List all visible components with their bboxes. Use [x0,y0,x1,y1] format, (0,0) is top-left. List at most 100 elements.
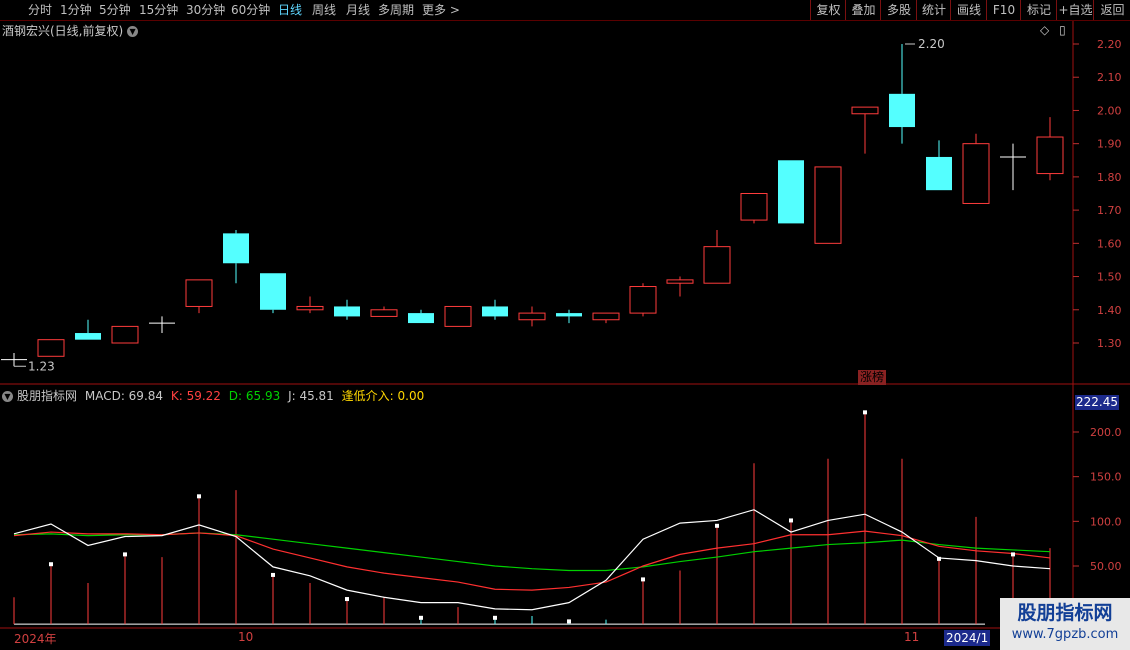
indicator-tick-label: 100.0 [1090,515,1122,528]
high-price-label: 2.20 [918,37,945,51]
watermark-title: 股朋指标网 [1017,602,1113,624]
price-tick-label: 2.00 [1097,104,1122,117]
panel-toggle-icon[interactable]: ▯ [1059,23,1066,37]
price-extreme-labels: 2.20 1.23 [14,37,945,373]
indicator-dot [937,556,941,561]
rank-badge: 涨榜 [858,370,887,385]
indicator-current-value: 222.45 [1075,395,1119,410]
price-tick-label: 1.70 [1097,204,1122,217]
period-tab-8[interactable]: 月线 [346,3,371,17]
date-label-nov: 11 [904,630,920,644]
period-tab-3[interactable]: 15分钟 [139,3,179,17]
price-tick-label: 1.80 [1097,171,1122,184]
toolbar-action-3[interactable]: 统计 [916,0,951,20]
indicator-dot [49,562,53,567]
toolbar-action-8[interactable]: 返回 [1093,0,1130,20]
period-tab-6[interactable]: 日线 [278,3,303,17]
candle-body [223,233,249,264]
indicator-dot [419,615,423,620]
candle-body [370,309,398,317]
indicator-dot [197,494,201,499]
watermark: 股朋指标网 www.7gpzb.com [1000,598,1130,650]
candle-body [444,305,472,327]
candle-body [703,246,731,284]
period-toolbar: 分时 1分钟 5分钟 15分钟 30分钟 60分钟 日线 周线 月线 多周期 更多 > 复权 叠加 多股统… [0,0,1130,21]
d-value: D: 65.93 [228,389,281,403]
toolbar-action-0[interactable]: 复权 [810,0,846,20]
indicator-dot [789,518,793,523]
candle-body [814,166,842,244]
period-tab-2[interactable]: 5分钟 [99,3,131,17]
indicator-dot [715,523,719,528]
period-tab-9[interactable]: 多周期 [378,3,415,17]
candle-body [1036,136,1064,175]
indicator-tick-label: 150.0 [1090,471,1122,484]
date-label-current: 2024/1 [944,630,991,646]
watermark-url: www.7gpzb.com [1011,627,1119,642]
candle-body [185,279,213,307]
candle-body [408,313,434,324]
toolbar-action-2[interactable]: 多股 [880,0,917,20]
candle-body [629,286,657,314]
candle-body [37,339,65,357]
candle-body [778,160,804,224]
indicator-stems [13,412,1051,625]
candle-body [889,93,915,128]
price-tick-label: 1.40 [1097,304,1122,317]
diamond-icon[interactable]: ◇ [1040,23,1050,37]
indicator-dot [123,552,127,557]
low-price-label: 1.23 [28,359,55,373]
indicator-dot [345,597,349,602]
candle-body [518,312,546,321]
candlestick-series [1,44,1064,367]
period-tab-10[interactable]: 更多 > [422,3,460,17]
indicator-dot [567,619,571,624]
candle-body [740,193,768,221]
indicator-dot [493,615,497,620]
chevron-down-icon[interactable]: ▼ [2,391,13,402]
signal-value: 逢低介入: 0.00 [341,389,425,403]
period-tab-5[interactable]: 60分钟 [231,3,271,17]
j-line [13,532,1051,572]
price-tick-label: 2.10 [1097,71,1122,84]
chevron-down-icon[interactable]: ▼ [127,26,139,37]
indicator-dots [49,410,1015,624]
price-tick-label: 1.50 [1097,271,1122,284]
candle-body [482,306,508,317]
indicator-header: ▼ 股朋指标网 MACD: 69.84 K: 59.22 D: 65.93 J: … [2,387,428,404]
period-tab-1[interactable]: 1分钟 [60,3,92,17]
indicator-dot [641,577,645,582]
candle-body [75,333,101,340]
candle-body [962,143,990,204]
toolbar-action-7[interactable]: +自选 [1056,0,1094,20]
k-value: K: 59.22 [170,389,221,403]
date-label-start: 2024年 [14,632,57,646]
toolbar-action-6[interactable]: 标记 [1020,0,1057,20]
toolbar-action-5[interactable]: F10 [986,0,1021,20]
stock-title: 酒钢宏兴(日线,前复权) [2,24,124,38]
price-tick-label: 1.30 [1097,337,1122,350]
price-tick-label: 2.20 [1097,38,1122,51]
candle-body [556,313,582,317]
indicator-lines [13,509,1051,611]
candle-body [851,106,879,115]
period-tab-7[interactable]: 周线 [312,3,337,17]
macd-value: MACD: 69.84 [84,389,164,403]
indicator-tick-label: 50.00 [1090,560,1122,573]
candle-body [111,325,139,344]
j-value: J: 45.81 [288,389,334,403]
price-axis-ticks: 2.20 2.10 2.00 1.90 1.80 1.70 1.60 1.50 1.40 1.30 [1073,38,1122,350]
candle-body [666,279,694,284]
indicator-dot [271,572,275,577]
candle-body [334,306,360,317]
candle-body [296,305,324,311]
k-line [13,509,1051,611]
toolbar-action-1[interactable]: 叠加 [845,0,881,20]
period-tab-0[interactable]: 分时 [28,3,53,17]
indicator-axis-ticks: 200.0 150.0 100.0 50.00 [1073,426,1122,573]
price-tick-label: 1.60 [1097,237,1122,250]
toolbar-action-4[interactable]: 画线 [950,0,987,20]
candle-body [926,156,952,191]
period-tab-4[interactable]: 30分钟 [186,3,226,17]
